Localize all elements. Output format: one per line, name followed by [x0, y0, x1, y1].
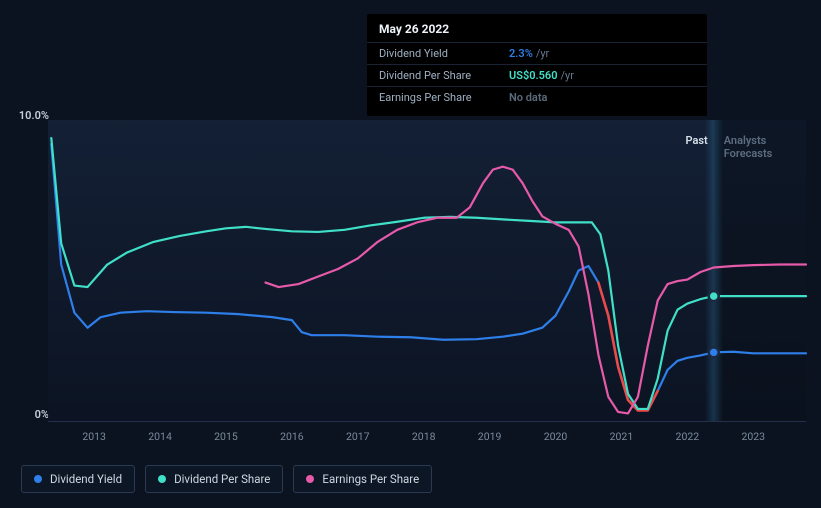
marker-dividend_per_share	[709, 291, 719, 301]
x-tick: 2015	[214, 430, 238, 443]
x-tick: 2019	[478, 430, 502, 443]
tooltip-title: May 26 2022	[367, 22, 707, 42]
legend-label: Dividend Yield	[50, 472, 122, 486]
y-axis-bottom-label: 0%	[35, 408, 49, 421]
y-axis-top-label: 10.0%	[19, 109, 49, 122]
legend-item[interactable]: Earnings Per Share	[293, 465, 432, 493]
legend-dot-icon	[306, 475, 314, 483]
series-earnings_per_share	[266, 167, 807, 414]
tooltip-row-value: No data	[509, 91, 547, 104]
x-tick: 2017	[346, 430, 370, 443]
x-tick: 2014	[148, 430, 172, 443]
legend-item[interactable]: Dividend Yield	[21, 465, 135, 493]
legend-dot-icon	[34, 475, 42, 483]
x-axis-ticks: 2013 2014 2015 2016 2017 2018 2019 2020 2021 2022…	[48, 430, 806, 450]
x-tick: 2013	[82, 430, 106, 443]
x-tick: 2021	[610, 430, 634, 443]
x-tick: 2020	[544, 430, 568, 443]
tooltip-row-unit: /yr	[536, 47, 549, 60]
legend-dot-icon	[158, 475, 166, 483]
tooltip: May 26 2022 Dividend Yield2.3%/yrDividen…	[367, 14, 707, 116]
tooltip-row-unit: /yr	[561, 69, 574, 82]
x-tick: 2016	[280, 430, 304, 443]
x-tick: 2023	[741, 430, 765, 443]
x-tick: 2022	[676, 430, 700, 443]
tooltip-row-value: 2.3%	[509, 47, 533, 60]
tooltip-row-label: Earnings Per Share	[379, 91, 509, 104]
tooltip-row: Earnings Per ShareNo data	[367, 86, 707, 108]
tooltip-rows: Dividend Yield2.3%/yrDividend Per ShareU…	[367, 42, 707, 108]
legend: Dividend Yield Dividend Per Share Earnings…	[21, 465, 432, 493]
series-dividend_per_share	[51, 138, 806, 409]
tooltip-row: Dividend Per ShareUS$0.560/yr	[367, 64, 707, 86]
marker-dividend_yield	[709, 347, 719, 357]
legend-label: Dividend Per Share	[174, 472, 270, 486]
plot-area[interactable]: Past Analysts Forecasts	[48, 120, 806, 422]
tooltip-row-label: Dividend Per Share	[379, 69, 509, 82]
tooltip-row: Dividend Yield2.3%/yr	[367, 42, 707, 64]
x-tick: 2018	[412, 430, 436, 443]
tooltip-row-label: Dividend Yield	[379, 47, 509, 60]
legend-item[interactable]: Dividend Per Share	[145, 465, 283, 493]
legend-label: Earnings Per Share	[322, 472, 419, 486]
tooltip-row-value: US$0.560	[509, 69, 558, 82]
chart-svg	[48, 120, 806, 421]
